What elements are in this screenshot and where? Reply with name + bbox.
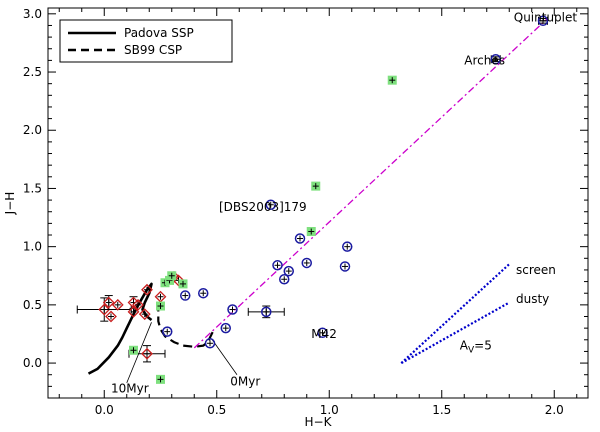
data-point-square	[306, 227, 316, 237]
data-point-circle	[272, 260, 283, 271]
data-circle-marker	[294, 233, 306, 244]
data-point-circle	[162, 326, 173, 337]
data-point-circle	[227, 304, 238, 315]
data-circle-marker	[317, 327, 328, 339]
data-circle-marker	[261, 306, 272, 318]
data-point-circle	[301, 257, 312, 269]
legend-label: SB99 CSP	[124, 43, 182, 57]
data-diamond-marker	[102, 296, 115, 309]
data-circle-marker	[272, 260, 283, 271]
y-tick-label: 2.5	[23, 65, 42, 79]
y-tick-label: 3.0	[23, 7, 42, 21]
data-point-diamond	[132, 298, 144, 311]
data-point-square	[156, 374, 165, 384]
data-point-circle	[283, 265, 294, 277]
data-circle-marker	[279, 274, 290, 285]
legend-label: Padova SSP	[124, 26, 194, 40]
data-diamond-marker	[127, 305, 140, 318]
data-diamond-marker	[138, 308, 151, 321]
series-line-reddening-vector	[193, 18, 548, 349]
data-point-square	[178, 279, 188, 289]
series-line-sb99-csp	[157, 302, 216, 348]
annotation-a: AV=5	[460, 339, 492, 356]
data-circle-marker	[339, 261, 351, 272]
data-diamond-marker	[132, 298, 144, 311]
data-point-diamond	[105, 310, 117, 323]
data-diamond-marker	[98, 303, 111, 316]
data-circle-marker	[490, 53, 501, 65]
data-circle-marker	[227, 304, 238, 315]
data-diamond-marker	[141, 283, 153, 296]
data-circle-marker	[342, 241, 353, 252]
data-circle-marker	[283, 265, 294, 277]
y-tick-label: 2.0	[23, 123, 42, 137]
series-line-extinction-dusty	[400, 301, 510, 365]
data-circle-marker	[162, 326, 173, 337]
data-point-circle	[537, 15, 549, 27]
data-circle-marker	[220, 322, 231, 334]
data-diamond-marker	[141, 347, 153, 360]
data-point-circle	[247, 305, 285, 319]
data-point-square	[156, 301, 165, 311]
data-point-circle	[317, 327, 328, 339]
data-circle-marker	[537, 15, 549, 27]
data-point-square	[387, 75, 397, 85]
y-tick-label: 1.5	[23, 181, 42, 195]
annotation-pointer	[211, 339, 238, 375]
x-tick-label: 0.5	[207, 403, 226, 417]
data-diamond-marker	[111, 298, 124, 311]
annotation-0myr: 0Myr	[230, 375, 260, 389]
annotation-m42: M42	[311, 327, 337, 341]
annotation-screen: screen	[516, 263, 556, 277]
annotation-quintuplet: Quintuplet	[514, 10, 578, 24]
plot-frame	[47, 7, 589, 399]
legend-box	[59, 19, 233, 63]
x-tick-label: 1.5	[432, 403, 451, 417]
data-point-circle	[490, 53, 501, 65]
data-circle-marker	[198, 287, 209, 299]
series-line-padova-ssp	[87, 282, 153, 375]
data-point-circle	[198, 287, 209, 299]
data-circle-marker	[204, 338, 216, 349]
data-point-circle	[265, 199, 276, 210]
y-axis-label: J−H	[3, 192, 17, 216]
annotation-10myr: 10Myr	[111, 382, 149, 396]
legend: Padova SSP SB99 CSP	[59, 19, 233, 63]
data-point-diamond	[138, 308, 151, 321]
data-point-square	[311, 181, 321, 191]
x-axis-label: H−K	[305, 415, 333, 429]
data-diamond-marker	[105, 310, 117, 323]
data-point-diamond	[154, 290, 167, 303]
data-point-square	[167, 271, 177, 281]
data-point-square	[129, 345, 138, 355]
data-point-circle	[294, 233, 306, 244]
annotation-arches: Arches	[464, 53, 505, 67]
data-point-circle	[180, 290, 191, 301]
data-point-diamond	[127, 305, 140, 318]
x-tick-label: 1.0	[320, 403, 339, 417]
annotation-subscript: V	[468, 346, 475, 356]
data-point-circle	[204, 338, 216, 349]
y-tick-label: 1.0	[23, 240, 42, 254]
annotation-pointer	[126, 322, 152, 384]
data-point-diamond	[141, 283, 153, 296]
data-point-circle	[279, 274, 290, 285]
data-circle-marker	[265, 199, 276, 210]
data-circle-marker	[301, 257, 312, 269]
y-tick-label: 0.0	[23, 356, 42, 370]
data-point-diamond	[102, 295, 115, 311]
y-tick-label: 0.5	[23, 298, 42, 312]
data-circle-marker	[180, 290, 191, 301]
data-point-diamond	[111, 298, 124, 311]
data-point-circle	[339, 261, 351, 272]
data-point-circle	[220, 322, 231, 334]
series-line-extinction-screen	[400, 263, 511, 364]
annotation-dusty: dusty	[516, 292, 549, 306]
x-tick-label: 0.0	[95, 403, 114, 417]
annotation-suffix: =5	[474, 339, 492, 353]
annotation--dbs2003-179: [DBS2003]179	[219, 200, 307, 214]
x-tick-label: 2.0	[545, 403, 564, 417]
data-point-circle	[342, 241, 353, 252]
